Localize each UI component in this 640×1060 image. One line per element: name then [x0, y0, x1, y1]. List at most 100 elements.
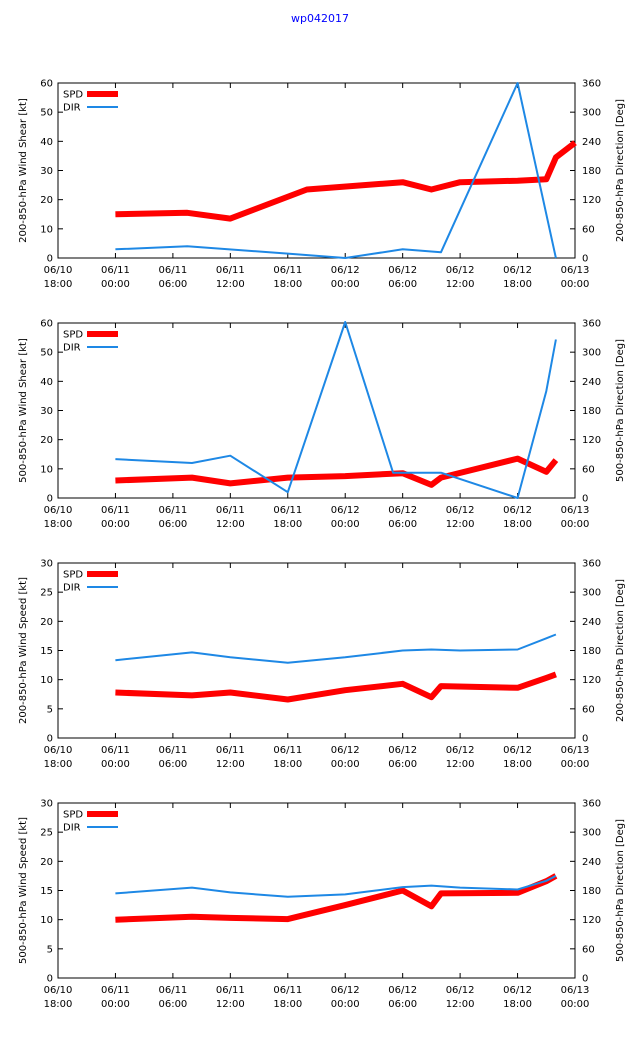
legend-label-dir: DIR [63, 583, 81, 594]
legend-label-spd: SPD [63, 330, 83, 341]
x-tick-label-date: 06/12 [331, 265, 360, 276]
x-tick-label-date: 06/12 [331, 505, 360, 516]
x-tick-label-time: 06:00 [158, 759, 187, 770]
x-tick-label-time: 06:00 [158, 279, 187, 290]
x-tick-label-time: 06:00 [388, 519, 417, 530]
y-axis-label: 200-850-hPa Wind Shear [kt] [18, 98, 29, 243]
x-tick-label-time: 18:00 [273, 759, 302, 770]
x-tick-label-time: 18:00 [44, 519, 73, 530]
page-title: wp042017 [291, 12, 349, 25]
x-tick-label-time: 00:00 [331, 279, 360, 290]
y-tick-label: 0 [47, 734, 53, 745]
x-tick-label-time: 18:00 [503, 519, 532, 530]
x-tick-label-date: 06/12 [388, 745, 417, 756]
x-tick-label-date: 06/10 [44, 265, 73, 276]
y-tick-label: 5 [47, 704, 53, 715]
x-tick-label-time: 18:00 [273, 519, 302, 530]
x-tick-label-time: 12:00 [446, 519, 475, 530]
dir-series-line [115, 875, 557, 898]
y-tick-label: 20 [40, 857, 53, 868]
y2-tick-label: 300 [582, 588, 601, 599]
y2-tick-label: 60 [582, 224, 595, 235]
legend-label-dir: DIR [63, 823, 81, 834]
y-tick-label: 10 [40, 224, 53, 235]
x-tick-label-time: 18:00 [503, 759, 532, 770]
spd-series-line [115, 140, 577, 222]
y2-tick-label: 180 [582, 646, 601, 657]
x-tick-label-date: 06/11 [273, 985, 302, 996]
x-tick-label-date: 06/12 [388, 265, 417, 276]
x-tick-label-date: 06/11 [158, 985, 187, 996]
x-tick-label-date: 06/13 [561, 985, 590, 996]
y-axis-label: 200-850-hPa Wind Speed [kt] [18, 577, 29, 724]
y2-tick-label: 240 [582, 617, 601, 628]
spd-series-line [115, 671, 557, 703]
y2-tick-label: 360 [582, 79, 601, 90]
x-tick-label-time: 00:00 [101, 519, 130, 530]
x-tick-label-time: 18:00 [503, 999, 532, 1010]
x-tick-label-date: 06/12 [446, 505, 475, 516]
x-tick-label-date: 06/12 [388, 985, 417, 996]
x-tick-label-date: 06/11 [216, 505, 245, 516]
x-tick-label-time: 00:00 [331, 999, 360, 1010]
y-tick-label: 40 [40, 377, 53, 388]
legend-label-dir: DIR [63, 103, 81, 114]
chart-panel-2: 0 10 20 30 40 50 60 0 60 120 180 240 300 360 06/10 18:0… [18, 319, 626, 531]
x-tick-label-time: 12:00 [446, 279, 475, 290]
y-axis-label: 500-850-hPa Wind Shear [kt] [18, 338, 29, 483]
x-tick-label-date: 06/12 [446, 985, 475, 996]
y2-tick-label: 0 [582, 974, 588, 985]
y2-tick-label: 120 [582, 675, 601, 686]
y2-tick-label: 180 [582, 406, 601, 417]
x-tick-label-date: 06/12 [503, 745, 532, 756]
y-tick-label: 0 [47, 494, 53, 505]
x-tick-label-date: 06/13 [561, 745, 590, 756]
x-tick-label-date: 06/11 [216, 265, 245, 276]
y-tick-label: 10 [40, 675, 53, 686]
x-tick-label-time: 06:00 [388, 999, 417, 1010]
x-tick-label-date: 06/12 [331, 745, 360, 756]
y2-tick-label: 240 [582, 137, 601, 148]
x-tick-label-date: 06/11 [273, 745, 302, 756]
y-tick-label: 20 [40, 195, 53, 206]
x-tick-label-time: 18:00 [503, 279, 532, 290]
y-tick-label: 60 [40, 79, 53, 90]
x-tick-label-date: 06/13 [561, 265, 590, 276]
x-tick-label-date: 06/11 [101, 745, 130, 756]
x-tick-label-time: 00:00 [331, 759, 360, 770]
x-tick-label-date: 06/11 [273, 505, 302, 516]
x-tick-label-time: 06:00 [158, 519, 187, 530]
x-tick-label-time: 00:00 [101, 279, 130, 290]
x-tick-label-date: 06/12 [503, 265, 532, 276]
plot-frame [57, 82, 576, 259]
x-tick-label-date: 06/10 [44, 505, 73, 516]
y-tick-label: 50 [40, 348, 53, 359]
plot-frame [57, 322, 576, 499]
x-tick-label-time: 12:00 [446, 999, 475, 1010]
y2-tick-label: 180 [582, 886, 601, 897]
x-tick-label-date: 06/10 [44, 745, 73, 756]
y2-tick-label: 300 [582, 108, 601, 119]
dir-series-line [115, 633, 557, 664]
y2-tick-label: 60 [582, 944, 595, 955]
x-tick-label-date: 06/11 [101, 505, 130, 516]
x-tick-label-time: 06:00 [388, 759, 417, 770]
y-tick-label: 30 [40, 166, 53, 177]
x-tick-label-time: 18:00 [44, 999, 73, 1010]
legend-label-spd: SPD [63, 570, 83, 581]
x-tick-label-time: 12:00 [216, 999, 245, 1010]
y2-tick-label: 0 [582, 734, 588, 745]
x-tick-label-time: 00:00 [561, 759, 590, 770]
x-tick-label-time: 06:00 [388, 279, 417, 290]
x-tick-label-date: 06/12 [446, 745, 475, 756]
y-tick-label: 25 [40, 588, 53, 599]
y-tick-label: 30 [40, 799, 53, 810]
legend-label-dir: DIR [63, 343, 81, 354]
spd-series-line [115, 873, 558, 923]
y2-tick-label: 60 [582, 464, 595, 475]
x-tick-label-time: 00:00 [561, 279, 590, 290]
legend-label-spd: SPD [63, 90, 83, 101]
y2-axis-label: 200-850-hPa Direction [Deg] [615, 99, 626, 242]
x-tick-label-time: 18:00 [44, 759, 73, 770]
